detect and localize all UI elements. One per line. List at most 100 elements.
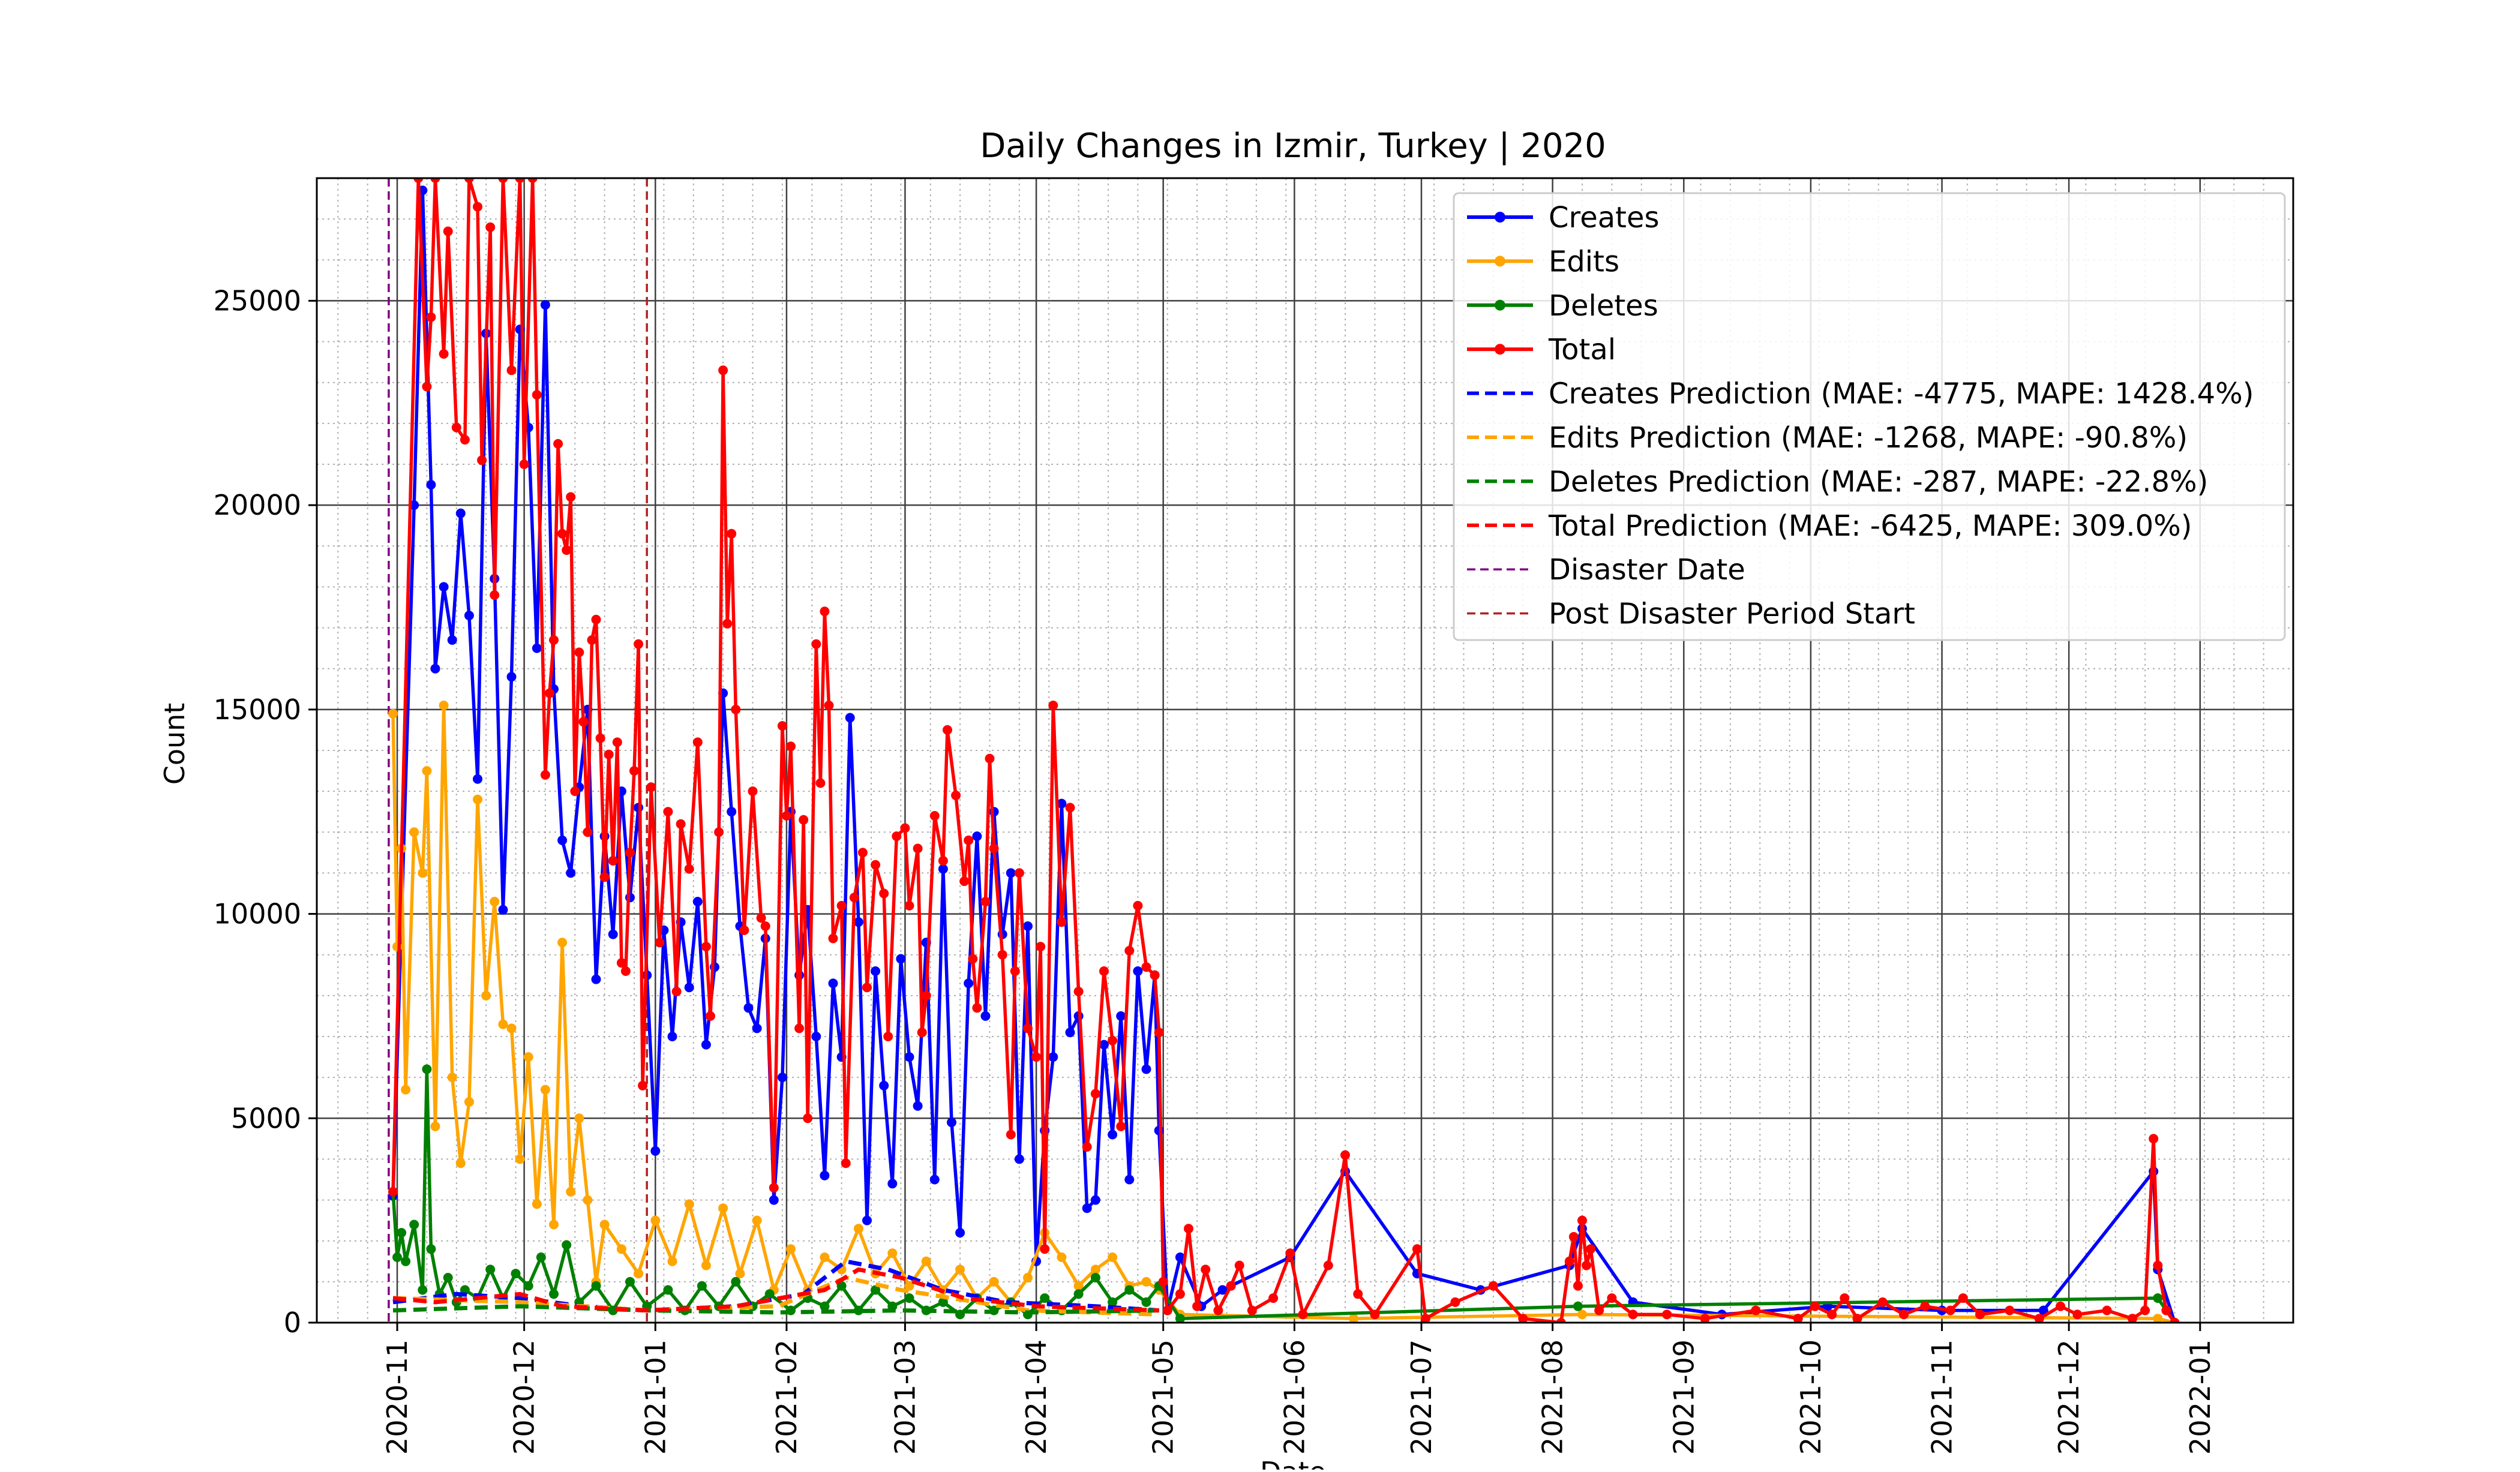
data-point: [527, 178, 538, 183]
data-point: [1840, 1293, 1850, 1303]
legend: Creates Edits Deletes Total Creates Predicti…: [1453, 192, 2286, 641]
data-point: [595, 733, 605, 743]
legend-marker-0: [1495, 212, 1505, 223]
data-point: [862, 1215, 872, 1225]
data-point: [1568, 1231, 1579, 1242]
data-point: [989, 843, 999, 854]
data-point: [1213, 1305, 1223, 1315]
legend-label-1: Edits: [1549, 245, 1619, 278]
x-tick-label: 2020-12: [508, 1339, 541, 1455]
data-point: [506, 672, 517, 682]
data-point: [1010, 966, 1020, 976]
data-point: [735, 1269, 745, 1279]
data-point: [748, 786, 758, 797]
data-point: [1073, 1289, 1084, 1299]
legend-box: [1453, 192, 2286, 641]
data-point: [443, 1273, 453, 1282]
data-point: [701, 942, 711, 952]
x-tick-label: 2021-03: [889, 1339, 921, 1455]
data-point: [1573, 1301, 1583, 1311]
data-point: [1006, 868, 1016, 878]
data-point: [1793, 1314, 1803, 1323]
data-point: [684, 983, 694, 993]
data-point: [583, 1195, 593, 1205]
data-point: [566, 492, 576, 502]
data-point: [853, 1305, 863, 1315]
data-point: [646, 782, 656, 792]
legend-marker-3: [1495, 344, 1505, 355]
data-point: [430, 178, 440, 183]
data-point: [1564, 1256, 1574, 1266]
data-point: [485, 1264, 496, 1275]
data-point: [824, 701, 834, 710]
data-point: [1852, 1314, 1862, 1323]
data-point: [1124, 945, 1135, 956]
data-point: [667, 1032, 677, 1041]
series-line-1: [391, 704, 2176, 1323]
data-point: [388, 1186, 398, 1197]
x-tick-label: 2021-07: [1405, 1339, 1438, 1455]
data-point: [1488, 1281, 1498, 1291]
data-point: [439, 349, 449, 359]
data-point: [955, 1228, 965, 1238]
x-tick-label: 2021-02: [770, 1339, 803, 1455]
data-point: [692, 737, 703, 747]
data-point: [1184, 1224, 1193, 1234]
data-point: [2005, 1305, 2015, 1315]
data-point: [739, 925, 749, 935]
data-point: [616, 1244, 626, 1254]
data-point: [667, 1256, 677, 1266]
data-point: [1090, 1089, 1100, 1099]
data-point: [697, 1281, 707, 1291]
data-point: [443, 226, 453, 236]
data-point: [422, 1064, 432, 1074]
data-point: [1065, 1028, 1075, 1038]
x-tick-label: 2021-12: [2053, 1339, 2085, 1455]
data-point: [1065, 803, 1075, 813]
data-point: [422, 381, 432, 392]
data-point: [574, 1113, 584, 1123]
data-point: [2170, 1318, 2180, 1323]
data-point: [473, 202, 482, 212]
data-point: [1108, 1252, 1118, 1262]
data-point: [620, 966, 631, 976]
data-point: [418, 868, 428, 878]
data-point: [1975, 1309, 1985, 1320]
legend-label-5: Edits Prediction (MAE: -1268, MAPE: -90.…: [1549, 421, 2188, 455]
data-point: [1226, 1281, 1236, 1291]
data-point: [536, 1252, 546, 1262]
data-point: [862, 983, 872, 993]
data-point: [1150, 970, 1160, 980]
data-point: [1057, 1252, 1067, 1262]
data-point: [777, 721, 787, 731]
data-point: [1090, 1195, 1100, 1205]
data-point: [764, 1289, 775, 1299]
data-point: [1582, 1260, 1592, 1270]
data-point: [871, 860, 881, 870]
data-point: [1023, 1273, 1033, 1282]
data-point: [1751, 1305, 1761, 1315]
data-point: [1577, 1215, 1587, 1225]
data-point: [1577, 1309, 1587, 1320]
data-point: [1116, 1011, 1126, 1021]
data-point: [485, 222, 496, 232]
x-tick-label: 2021-01: [639, 1339, 671, 1455]
data-point: [418, 1285, 428, 1295]
data-point: [591, 1281, 601, 1291]
data-point: [591, 974, 601, 984]
data-point: [1573, 1281, 1583, 1291]
data-point: [574, 647, 584, 657]
data-point: [1023, 921, 1033, 931]
data-point: [583, 827, 593, 837]
data-point: [900, 823, 910, 833]
data-point: [1141, 962, 1151, 972]
data-point: [591, 614, 601, 624]
data-point: [1048, 701, 1058, 710]
data-point: [1268, 1293, 1279, 1303]
data-point: [921, 1256, 931, 1266]
data-point: [519, 459, 529, 469]
data-point: [506, 365, 517, 375]
data-point: [439, 701, 449, 710]
data-point: [718, 365, 728, 375]
data-point: [1031, 1052, 1042, 1062]
